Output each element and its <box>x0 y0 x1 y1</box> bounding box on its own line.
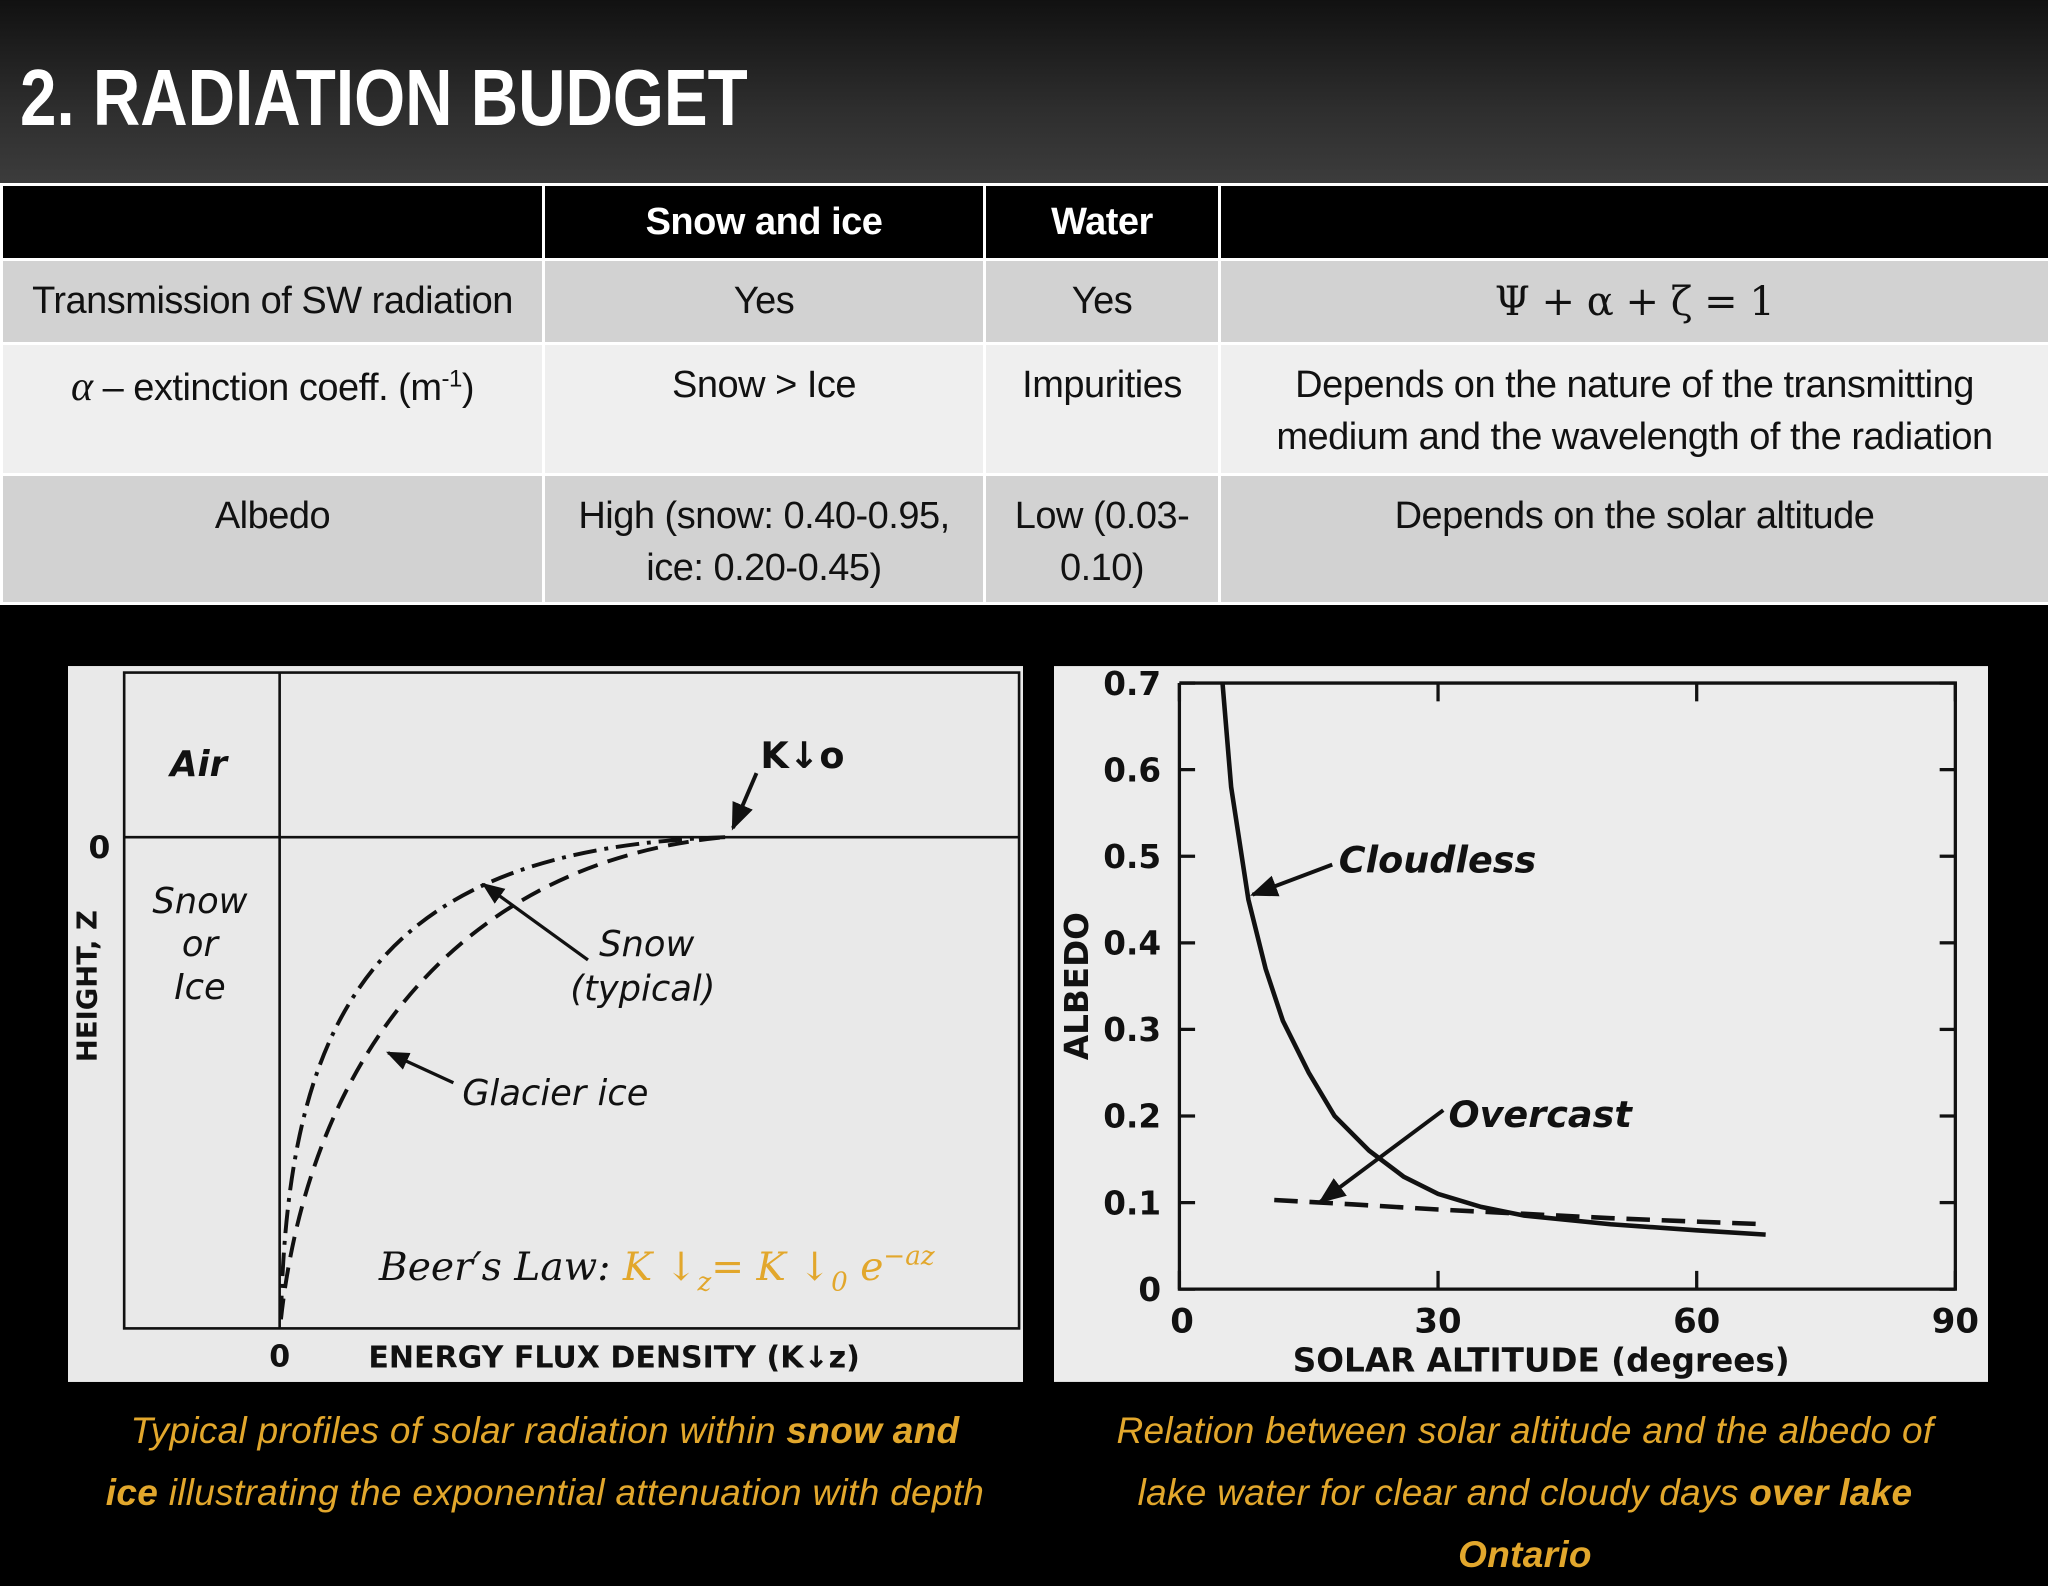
superscript: -1 <box>442 365 462 392</box>
y-tick-label: 0.1 <box>1103 1184 1161 1222</box>
medium-label: Snow <box>152 881 247 922</box>
y-tick-label: 0.5 <box>1103 838 1161 876</box>
left-caption: Typical profiles of solar radiation with… <box>100 1400 990 1524</box>
y-axis-label: HEIGHT, Z <box>73 910 104 1062</box>
incoming-label: K↓o <box>760 734 844 777</box>
cell: Impurities <box>985 344 1220 475</box>
snow-profile-figure: Air 0 Snow or Ice HEIGHT, Z K↓o Snow (ty… <box>68 666 1023 1382</box>
slide-title: 2. RADIATION BUDGET <box>20 52 748 144</box>
air-label: Air <box>167 744 229 785</box>
row-label: Transmission of SW radiation <box>2 260 544 344</box>
row-label: α – extinction coeff. (m-1) <box>2 344 544 475</box>
label-text: – extinction coeff. (m <box>93 367 442 409</box>
caption-text: Typical profiles of solar radiation with… <box>131 1410 787 1451</box>
formula: 0 <box>831 1268 848 1298</box>
series-annotation: Overcast <box>1449 1093 1634 1136</box>
formula: K ↓ <box>622 1245 698 1290</box>
y-tick-label: 0 <box>1138 1271 1161 1309</box>
cell: High (snow: 0.40-0.95, ice: 0.20-0.45) <box>544 475 985 604</box>
formula: = K ↓ <box>711 1245 831 1290</box>
snow-label: Snow <box>599 924 694 965</box>
symbol: α <box>71 364 93 410</box>
header-cell: Water <box>985 185 1220 260</box>
albedo-chart: 0 0.1 0.2 0.3 0.4 0.5 0.6 0.7 0 30 60 90 SOLAR ALTIT… <box>1054 666 1988 1382</box>
table-row: α – extinction coeff. (m-1) Snow > Ice I… <box>2 344 2048 475</box>
beers-law-label: Beer′s Law: <box>378 1245 611 1290</box>
glacier-label: Glacier ice <box>462 1073 648 1114</box>
series-annotation: Cloudless <box>1339 838 1537 881</box>
x-tick-label: 60 <box>1673 1301 1720 1341</box>
y-tick-label: 0.4 <box>1103 925 1161 963</box>
formula: −az <box>883 1241 934 1271</box>
flux-zero: 0 <box>269 1339 290 1374</box>
formula: e <box>848 1245 884 1290</box>
cell: Snow > Ice <box>544 344 985 475</box>
header-row: Snow and ice Water <box>2 185 2048 260</box>
x-tick-label: 30 <box>1414 1301 1461 1341</box>
right-caption: Relation between solar altitude and the … <box>1085 1400 1965 1586</box>
y-tick-label: 0.3 <box>1103 1011 1161 1049</box>
header-cell: Snow and ice <box>544 185 985 260</box>
height-zero: 0 <box>88 830 110 866</box>
y-tick-label: 0.7 <box>1103 666 1161 703</box>
comparison-table: Snow and ice Water Transmission of SW ra… <box>0 183 2048 605</box>
medium-label: or <box>182 924 221 965</box>
label-text: ) <box>462 367 474 409</box>
table-row: Transmission of SW radiation Yes Yes Ψ +… <box>2 260 2048 344</box>
snow-label: (typical) <box>570 968 715 1009</box>
figure-background <box>1054 666 1988 1382</box>
cell: Yes <box>544 260 985 344</box>
header-cell <box>2 185 544 260</box>
cell: Yes <box>985 260 1220 344</box>
cell: Depends on the nature of the transmittin… <box>1220 344 2048 475</box>
y-tick-label: 0.2 <box>1103 1098 1161 1136</box>
cell: Depends on the solar altitude <box>1220 475 2048 604</box>
caption-text: illustrating the exponential attenuation… <box>158 1472 984 1513</box>
row-label: Albedo <box>2 475 544 604</box>
x-axis-label: SOLAR ALTITUDE (degrees) <box>1293 1341 1790 1379</box>
y-axis-label: ALBEDO <box>1058 912 1096 1060</box>
x-axis-label: ENERGY FLUX DENSITY (K↓z) <box>368 1341 859 1376</box>
beers-law: Beer′s Law: K ↓z= K ↓0 e−az <box>378 1241 935 1297</box>
header-cell <box>1220 185 2048 260</box>
table-row: Albedo High (snow: 0.40-0.95, ice: 0.20-… <box>2 475 2048 604</box>
medium-label: Ice <box>174 967 226 1008</box>
title-bar: 2. RADIATION BUDGET <box>0 0 2048 183</box>
equation: Ψ + α + ζ = 1 <box>1220 260 2048 344</box>
formula: z <box>696 1268 711 1298</box>
y-tick-label: 0.6 <box>1103 751 1161 789</box>
slide: 2. RADIATION BUDGET Snow and ice Water T… <box>0 0 2048 1536</box>
cell: Low (0.03-0.10) <box>985 475 1220 604</box>
x-tick-label: 90 <box>1932 1301 1979 1341</box>
x-tick-label: 0 <box>1170 1301 1194 1341</box>
